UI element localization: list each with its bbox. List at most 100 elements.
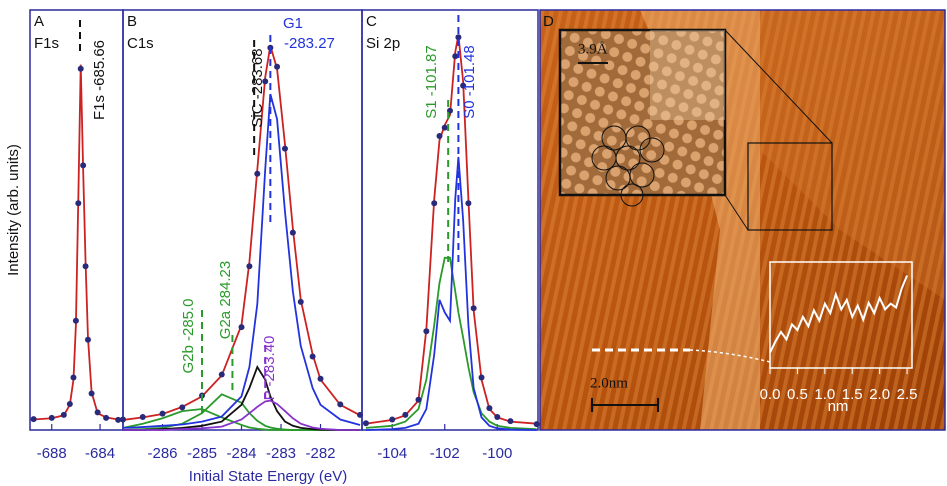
data-point (94, 409, 101, 416)
peak-label: SiC -283.68 (249, 48, 266, 127)
data-point (254, 170, 261, 177)
zoom-box (747, 142, 833, 231)
data-point (80, 162, 87, 169)
data-point (455, 34, 462, 41)
peak-label: F1s -685.66 (91, 40, 108, 120)
data-point (246, 263, 253, 270)
stm-terrace (760, 10, 945, 300)
fit-curve (365, 256, 537, 431)
data-point (402, 411, 409, 418)
data-point (82, 263, 89, 270)
data-point (337, 401, 344, 408)
panel-label: C (366, 13, 377, 30)
x-axis-label: nm (828, 398, 849, 415)
data-point (30, 416, 37, 423)
data-point (84, 336, 91, 343)
panel-title: Si 2p (366, 35, 400, 52)
profile-chart: 0.0 0.5 1.0 1.5 2.0 2.5 nm (760, 275, 917, 415)
stm-image: 3.9Å 2.0nm (540, 10, 945, 430)
data-point (179, 404, 186, 411)
x-tick-label: -286 (147, 445, 177, 462)
panel: -286 -285 -284 -283 -282 SiC -283.68 G1 -283.27… (120, 9, 364, 485)
zoom-connector (724, 194, 749, 231)
data-point (478, 374, 485, 381)
panel-frame (122, 9, 363, 431)
peak-label: S1 -101.87 (423, 45, 440, 118)
profile-frame (769, 261, 913, 369)
fit-curve (123, 364, 361, 431)
data-point (77, 65, 84, 72)
data-point (465, 200, 472, 207)
x-axis-label: Initial State Energy (eV) (189, 468, 347, 485)
fit-curve (122, 45, 361, 421)
data-point (115, 416, 122, 423)
peak-label: P -283.40 (261, 336, 278, 401)
fit-curve (365, 156, 537, 431)
data-point (494, 413, 501, 420)
data-point (70, 374, 77, 381)
x-tick-label: -285 (187, 445, 217, 462)
panel: -104 -102 -100 S1 -101.87 S0 -101.48 C Si 2p (361, 9, 540, 462)
x-tick-label: -283 (266, 445, 296, 462)
panel-frame (361, 9, 539, 431)
data-point (436, 133, 443, 139)
data-point (389, 416, 396, 423)
data-point (72, 317, 79, 324)
x-tick-label: -284 (226, 445, 256, 462)
scale-bar-label: 2.0nm (590, 375, 628, 391)
panel: -688 -684 F1s -685.66 A F1s Intensity (arb. u… (5, 9, 124, 462)
x-tick-label: -684 (85, 445, 115, 462)
data-point (507, 418, 514, 425)
data-point (460, 82, 467, 89)
data-point (218, 371, 225, 378)
data-point (486, 405, 493, 412)
profile-connector (689, 349, 771, 363)
data-point (48, 414, 55, 421)
data-point (88, 390, 95, 397)
data-point (238, 324, 245, 331)
y-axis-label: Intensity (arb. units) (5, 144, 22, 276)
peak-label: S0 -101.48 (461, 45, 478, 118)
peak-label: G2b -285.0 (180, 298, 197, 373)
data-point (139, 413, 146, 420)
data-point (262, 78, 269, 85)
data-point (470, 305, 477, 312)
atom-scale-label: 3.9Å (578, 41, 608, 57)
data-point (362, 420, 369, 427)
data-point (533, 421, 540, 428)
peak-label: G1 (283, 15, 303, 32)
x-tick-label: -688 (37, 445, 67, 462)
fit-curve (123, 399, 361, 431)
data-point (317, 375, 324, 382)
peak-label: G2a 284.23 (217, 261, 234, 339)
x-tick-label: -104 (377, 445, 407, 462)
panel-title: F1s (34, 35, 59, 52)
data-point (66, 400, 73, 407)
x-tick-label: -100 (482, 445, 512, 462)
peak-label: -283.27 (284, 35, 335, 52)
data-point (274, 63, 281, 70)
panel-label: D (543, 13, 554, 30)
data-point (452, 53, 459, 60)
height-profile (769, 275, 908, 354)
fit-curve (365, 35, 537, 425)
x-tick-label: 2.0 (869, 386, 890, 403)
panel-frame (29, 9, 124, 431)
atom-inset (558, 28, 727, 197)
data-point (423, 328, 430, 335)
data-point (75, 200, 82, 207)
data-point (289, 229, 296, 236)
fit-curve (122, 93, 361, 429)
data-point (441, 124, 448, 131)
data-point (415, 396, 422, 403)
x-tick-label: 0.0 (760, 386, 781, 403)
panel-title: C1s (127, 35, 154, 52)
stm-terrace (640, 10, 760, 430)
x-tick-label: -282 (306, 445, 336, 462)
x-tick-label: 1.5 (842, 386, 863, 403)
data-point (309, 353, 316, 360)
x-tick-label: 0.5 (787, 386, 808, 403)
data-point (431, 200, 438, 207)
data-point (120, 416, 126, 423)
x-tick-label: 1.0 (814, 386, 835, 403)
